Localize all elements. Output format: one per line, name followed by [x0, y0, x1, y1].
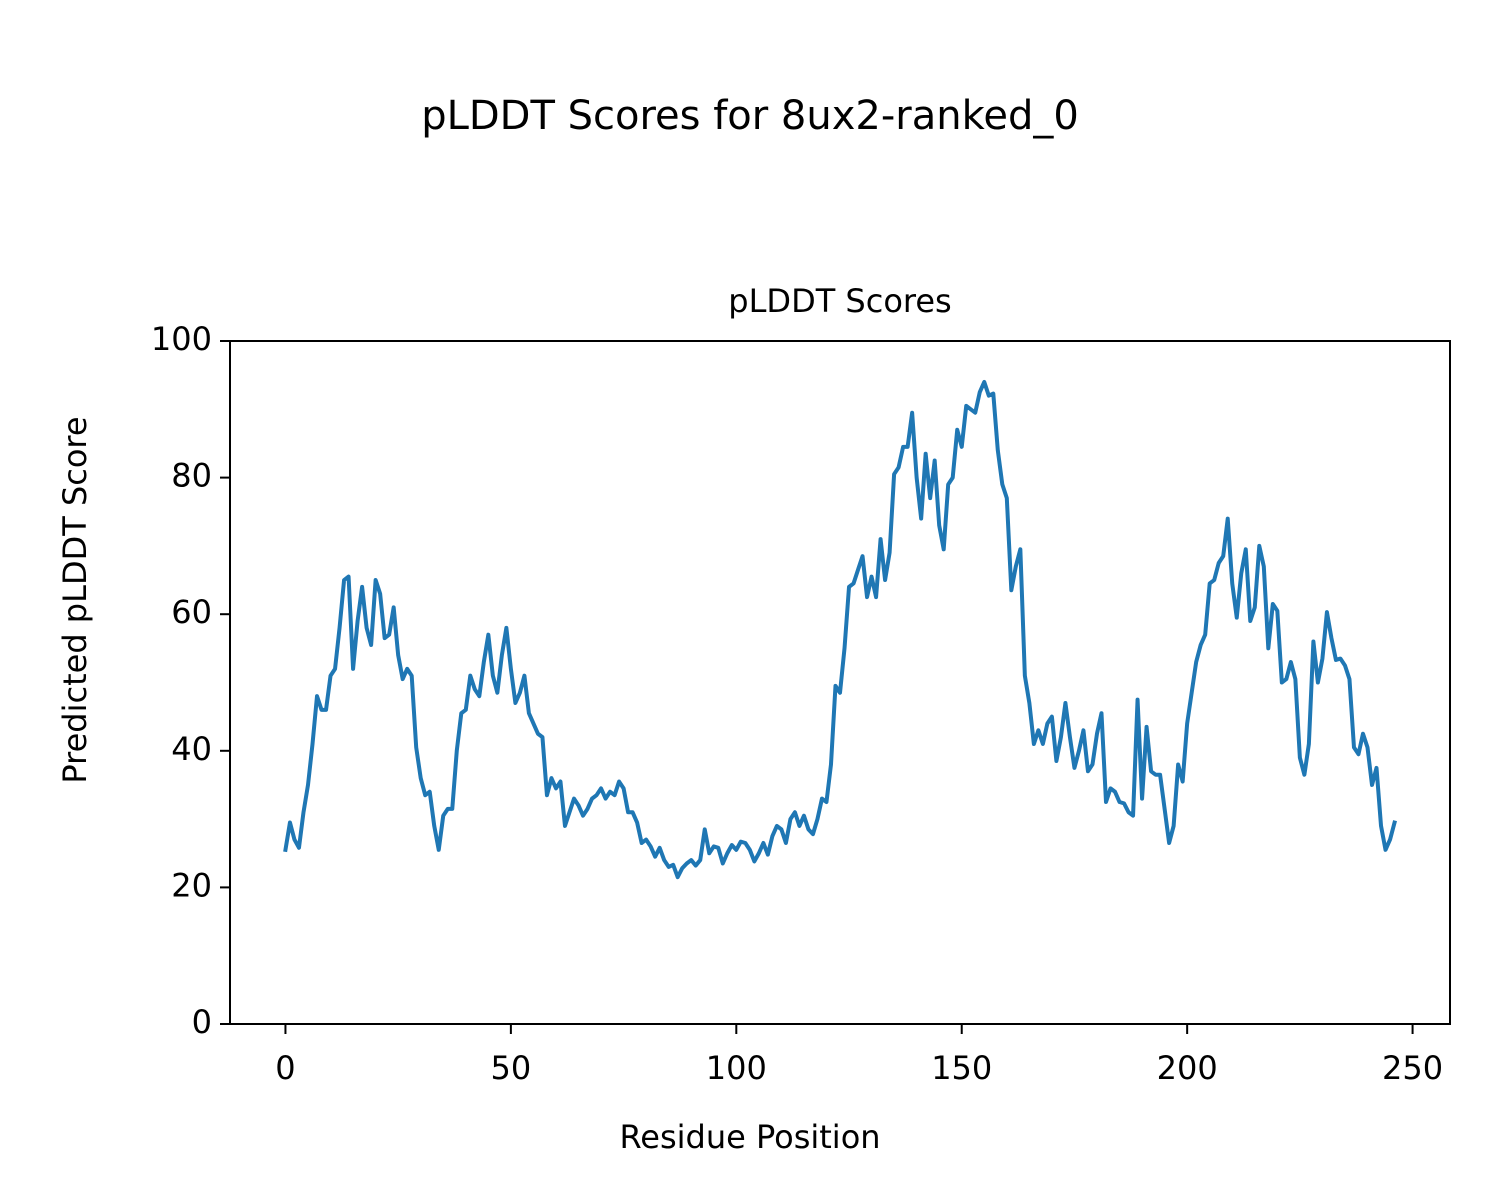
y-tick-label: 40: [171, 730, 212, 768]
x-tick-label: 50: [491, 1049, 532, 1087]
y-tick-label: 0: [192, 1003, 212, 1041]
x-axis-label: Residue Position: [619, 1118, 880, 1156]
x-tick-label: 150: [931, 1049, 992, 1087]
plot-frame: [229, 340, 1451, 1025]
data-line: [283, 379, 1397, 880]
chart-suptitle: pLDDT Scores for 8ux2-ranked_0: [421, 93, 1079, 139]
y-tick-label: 60: [171, 593, 212, 631]
chart-title: pLDDT Scores: [728, 282, 951, 320]
x-tick-label: 200: [1157, 1049, 1218, 1087]
y-tick-label: 100: [151, 320, 212, 358]
y-tick-label: 80: [171, 457, 212, 495]
x-tick-label: 0: [275, 1049, 295, 1087]
y-tick-label: 20: [171, 866, 212, 904]
y-axis-label: Predicted pLDDT Score: [56, 416, 94, 783]
x-tick-label: 250: [1382, 1049, 1443, 1087]
x-tick-label: 100: [706, 1049, 767, 1087]
